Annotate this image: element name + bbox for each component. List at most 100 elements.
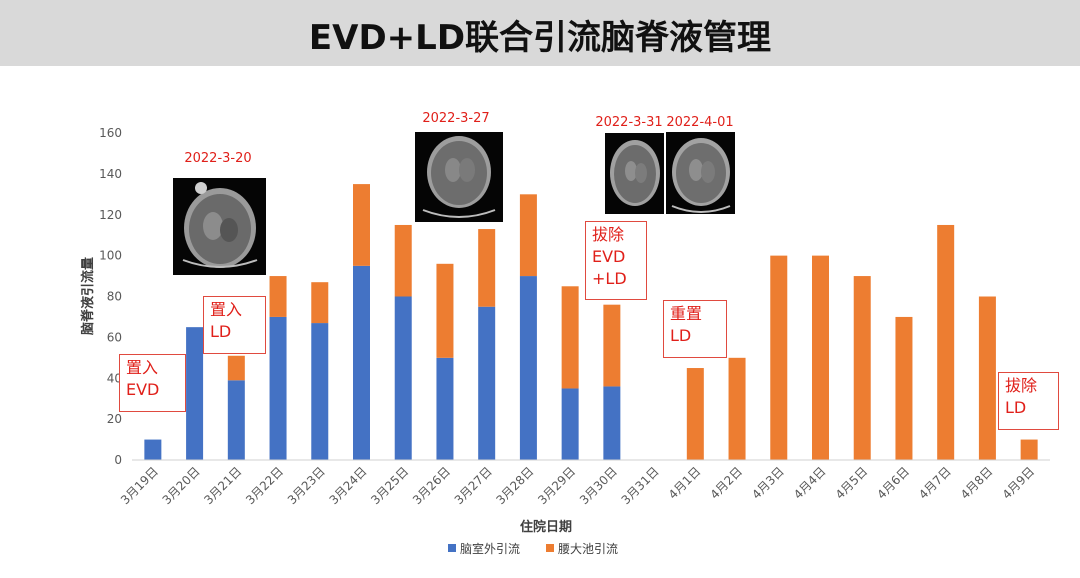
x-axis: 3月19日3月20日3月21日3月22日3月23日3月24日3月25日3月26日…	[118, 459, 1050, 507]
x-tick-label: 4月7日	[916, 464, 954, 502]
bar-lumbar-drainage	[1020, 439, 1038, 460]
x-tick-label: 3月31日	[619, 464, 662, 507]
bar-ventricular-drainage	[311, 323, 329, 460]
date-label-0401: 2022-4-01	[666, 115, 733, 130]
x-tick-label: 3月24日	[327, 464, 370, 507]
bar-ventricular-drainage	[227, 380, 245, 460]
x-tick-label: 3月22日	[243, 464, 286, 507]
legend-label-ventricular: 脑室外引流	[460, 541, 520, 556]
x-tick-label: 3月25日	[368, 464, 411, 507]
bars	[144, 184, 1038, 460]
bar-lumbar-drainage	[728, 357, 746, 460]
bar-lumbar-drainage	[519, 194, 537, 277]
note-line: 重置	[670, 304, 703, 323]
bar-lumbar-drainage	[603, 304, 621, 387]
note-line: LD	[210, 322, 232, 341]
bar-lumbar-drainage	[686, 368, 704, 460]
y-tick-label: 140	[99, 167, 122, 181]
bar-lumbar-drainage	[770, 255, 788, 460]
title-banner: EVD+LD联合引流脑脊液管理	[0, 0, 1080, 66]
bar-lumbar-drainage	[478, 229, 496, 307]
ct-scan-drawing	[422, 136, 496, 218]
ct-scan-drawing	[671, 138, 731, 213]
x-tick-label: 3月23日	[285, 464, 328, 507]
ct-scan-drawing	[182, 182, 258, 268]
date-label-0331: 2022-3-31	[595, 115, 662, 130]
bar-ventricular-drainage	[269, 316, 287, 460]
bar-ventricular-drainage	[478, 306, 496, 460]
x-tick-label: 4月1日	[666, 464, 704, 502]
bar-lumbar-drainage	[269, 276, 287, 317]
note-remove-evd-ld: 拔除 EVD +LD	[585, 221, 647, 300]
ct-scan-image	[173, 178, 266, 275]
x-tick-label: 4月4日	[791, 464, 829, 502]
bar-lumbar-drainage	[978, 296, 996, 460]
y-axis-title: 脑脊液引流量	[80, 257, 96, 335]
bar-lumbar-drainage	[895, 316, 913, 460]
y-tick-label: 80	[107, 290, 122, 304]
bar-lumbar-drainage	[227, 355, 245, 381]
bar-ventricular-drainage	[519, 276, 537, 460]
y-tick-label: 160	[99, 126, 122, 140]
ct-scan-drawing	[610, 140, 660, 206]
legend-swatch-lumbar	[546, 544, 554, 552]
bar-lumbar-drainage	[812, 255, 829, 460]
date-label-0327: 2022-3-27	[422, 111, 489, 126]
y-tick-label: 60	[107, 330, 122, 344]
x-tick-label: 4月9日	[1000, 464, 1038, 502]
note-insert-evd: 置入 EVD	[119, 354, 186, 412]
scan-date-labels: 2022-3-20 2022-3-27 2022-3-31 2022-4-01	[184, 111, 733, 166]
x-tick-label: 3月30日	[577, 464, 620, 507]
bar-ventricular-drainage	[186, 327, 204, 460]
x-tick-label: 4月3日	[749, 464, 787, 502]
bar-ventricular-drainage	[353, 265, 370, 460]
bar-ventricular-drainage	[394, 296, 412, 460]
x-tick-label: 3月27日	[452, 464, 495, 507]
x-tick-label: 3月28日	[493, 464, 536, 507]
bar-lumbar-drainage	[394, 224, 412, 297]
slide-title: EVD+LD联合引流脑脊液管理	[308, 18, 772, 58]
legend-label-lumbar: 腰大池引流	[558, 542, 618, 556]
ct-scan-image	[415, 132, 503, 222]
note-remove-ld: 拔除 LD	[998, 372, 1059, 430]
note-line: EVD	[592, 247, 626, 266]
bar-lumbar-drainage	[436, 263, 454, 358]
x-tick-label: 4月5日	[833, 464, 871, 502]
bar-ventricular-drainage	[144, 439, 162, 460]
note-line: 置入	[210, 300, 243, 319]
x-tick-label: 3月26日	[410, 464, 453, 507]
legend-swatch-ventricular	[448, 544, 456, 552]
date-label-0320: 2022-3-20	[184, 151, 251, 166]
ct-scan-image	[666, 132, 735, 214]
note-line: EVD	[126, 380, 160, 399]
y-tick-label: 40	[107, 371, 122, 385]
y-tick-label: 120	[99, 208, 122, 222]
ct-scan-image	[605, 133, 664, 214]
x-tick-label: 3月21日	[201, 464, 244, 507]
y-axis: 0 20 40 60 80 100 120 140 160	[99, 126, 122, 467]
legend: 脑室外引流 腰大池引流	[448, 541, 618, 556]
note-line: LD	[1005, 398, 1027, 417]
note-line: +LD	[592, 269, 627, 288]
note-line: LD	[670, 326, 692, 345]
x-axis-title: 住院日期	[520, 519, 572, 535]
x-tick-label: 3月29日	[535, 464, 578, 507]
bar-lumbar-drainage	[311, 282, 329, 324]
y-tick-label: 20	[107, 412, 122, 426]
note-line: 置入	[126, 358, 159, 377]
bar-lumbar-drainage	[353, 184, 370, 266]
x-tick-label: 4月6日	[874, 464, 912, 502]
bar-lumbar-drainage	[561, 286, 579, 389]
x-tick-label: 3月19日	[118, 464, 161, 507]
bar-lumbar-drainage	[937, 224, 955, 460]
note-line: 拔除	[1005, 376, 1038, 395]
x-tick-label: 3月20日	[160, 464, 203, 507]
x-tick-label: 4月8日	[958, 464, 996, 502]
x-tick-label: 4月2日	[707, 464, 745, 502]
bar-ventricular-drainage	[561, 388, 579, 460]
note-insert-ld: 置入 LD	[203, 296, 266, 354]
note-reinsert-ld: 重置 LD	[663, 300, 727, 358]
bar-ventricular-drainage	[436, 357, 454, 460]
note-line: 拔除	[592, 225, 625, 244]
